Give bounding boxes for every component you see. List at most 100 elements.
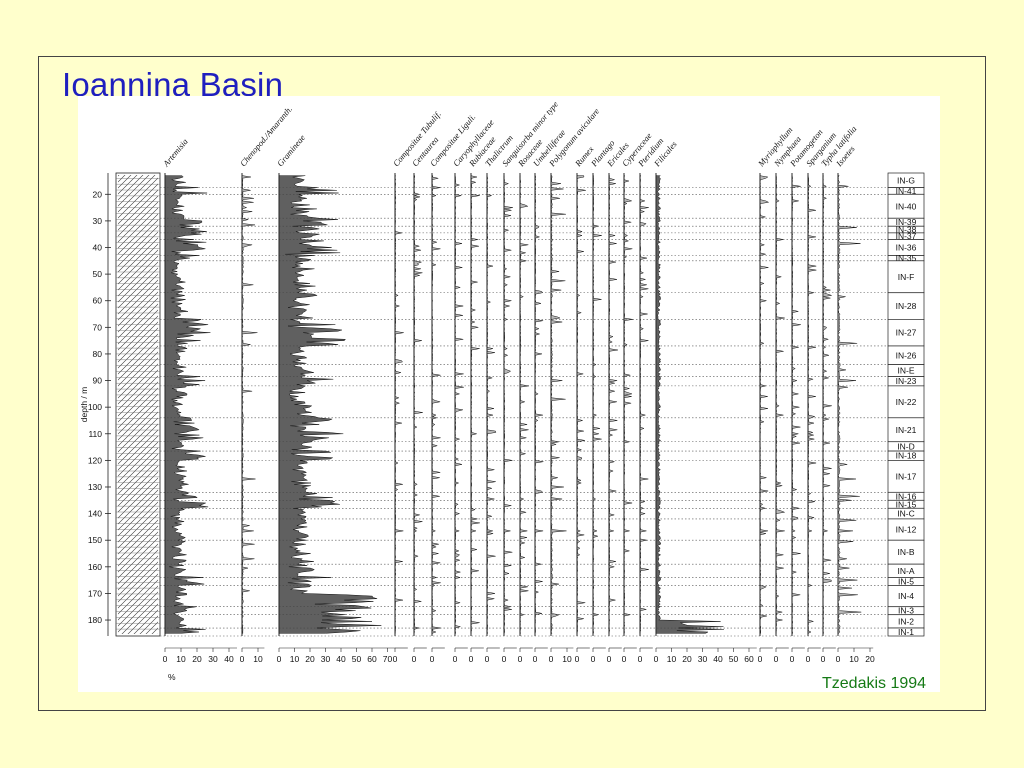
zone-label: IN-C [897, 509, 914, 519]
zone-label: IN-3 [898, 606, 914, 616]
series-curve [822, 175, 832, 634]
depth-tick-label: 130 [88, 482, 102, 492]
depth-tick-label: 160 [88, 562, 102, 572]
zone-label: IN-35 [896, 253, 917, 263]
x-tick-label: 20 [865, 654, 875, 664]
depth-tick-label: 140 [88, 509, 102, 519]
depth-tick-label: 20 [93, 189, 103, 199]
x-tick-label: 0 [485, 654, 490, 664]
series-curve [470, 175, 480, 634]
zone-label: IN-21 [896, 425, 917, 435]
zone-label: IN-A [898, 566, 915, 576]
zone-label: IN-G [897, 175, 915, 185]
pollen-diagram: 20 30 40 50 60 70 80 90 100 110 120 130 140 150 160 170… [78, 96, 940, 692]
zone-box [887, 460, 925, 493]
x-tick-label: 0 [533, 654, 538, 664]
series-curve [550, 175, 567, 634]
depth-tick-label: 80 [93, 349, 103, 359]
x-tick-label: 50 [352, 654, 362, 664]
zone-label: IN-36 [896, 243, 917, 253]
x-tick-label: 0 [575, 654, 580, 664]
pollen-diagram-svg: 2030405060708090100110120130140150160170… [79, 99, 925, 682]
x-tick-label: 0 [821, 654, 826, 664]
depth-tick-label: 110 [88, 429, 102, 439]
x-tick-label: 0 [654, 654, 659, 664]
series-curve [759, 175, 770, 634]
zone-label: IN-18 [896, 451, 917, 461]
zone-label: IN-1 [898, 627, 914, 637]
zone-box [887, 292, 925, 320]
x-tick-label: 0 [806, 654, 811, 664]
zone-label: IN-41 [896, 186, 917, 196]
x-tick-label: 40 [713, 654, 723, 664]
x-tick-label: 0 [774, 654, 779, 664]
x-tick-label: 20 [682, 654, 692, 664]
x-tick-label: 50 [729, 654, 739, 664]
zone-label: IN-15 [896, 499, 917, 509]
depth-tick-label: 60 [93, 296, 103, 306]
series-curve [623, 175, 633, 634]
zone-label: IN-39 [896, 217, 917, 227]
x-tick-label: 10 [176, 654, 186, 664]
zone-label: IN-26 [896, 350, 917, 360]
zone-label: IN-4 [898, 591, 914, 601]
x-tick-label: 0 [607, 654, 612, 664]
x-tick-label: 70 [383, 654, 393, 664]
series-curve [431, 175, 441, 634]
zone-label: IN-28 [896, 301, 917, 311]
depth-axis-title: depth / m [79, 387, 89, 422]
zone-label: IN-38 [896, 225, 917, 235]
x-tick-label: 0 [240, 654, 245, 664]
depth-tick-label: 170 [88, 588, 102, 598]
x-tick-label: 0 [469, 654, 474, 664]
series-curve [608, 175, 618, 634]
x-tick-label: 60 [367, 654, 377, 664]
series-curve [278, 175, 382, 634]
zone-label: IN-12 [896, 525, 917, 535]
column-label: Gramineae [275, 132, 307, 168]
series-curve [454, 175, 464, 634]
depth-tick-label: 150 [88, 535, 102, 545]
column-label: Artemisia [160, 137, 190, 170]
series-curve [576, 175, 586, 634]
depth-tick-label: 50 [93, 269, 103, 279]
series-curve [241, 175, 258, 634]
series-curve [837, 175, 862, 634]
zone-label: IN-B [898, 547, 915, 557]
x-tick-label: 10 [849, 654, 859, 664]
zone-box [887, 627, 925, 637]
series-curve [534, 175, 544, 634]
series-curve [655, 175, 724, 634]
x-tick-label: 0 [412, 654, 417, 664]
x-tick-label: 0 [836, 654, 841, 664]
zone-label: IN-37 [896, 231, 917, 241]
x-tick-label: 0 [163, 654, 168, 664]
series-curve [639, 175, 649, 634]
series-curve [807, 175, 817, 634]
x-tick-label: 30 [698, 654, 708, 664]
series-curve [592, 175, 602, 634]
zone-label: IN-17 [896, 471, 917, 481]
zone-box [887, 385, 925, 419]
x-tick-label: 40 [336, 654, 346, 664]
x-tick-label: 20 [305, 654, 315, 664]
x-axis-unit: % [168, 672, 176, 682]
x-tick-label: 20 [192, 654, 202, 664]
series-curve [519, 175, 529, 634]
series-curve [791, 175, 801, 634]
zone-box [887, 319, 925, 347]
x-tick-label: 0 [453, 654, 458, 664]
x-tick-label: 0 [430, 654, 435, 664]
x-tick-label: 0 [638, 654, 643, 664]
depth-tick-label: 40 [93, 243, 103, 253]
zone-label: IN-5 [898, 576, 914, 586]
depth-tick-label: 100 [88, 402, 102, 412]
zone-label: IN-22 [896, 397, 917, 407]
x-tick-label: 0 [591, 654, 596, 664]
x-tick-label: 0 [622, 654, 627, 664]
x-tick-label: 0 [502, 654, 507, 664]
series-curve [775, 175, 786, 634]
series-curve [486, 175, 497, 634]
x-tick-label: 30 [321, 654, 331, 664]
zone-label: IN-23 [896, 376, 917, 386]
